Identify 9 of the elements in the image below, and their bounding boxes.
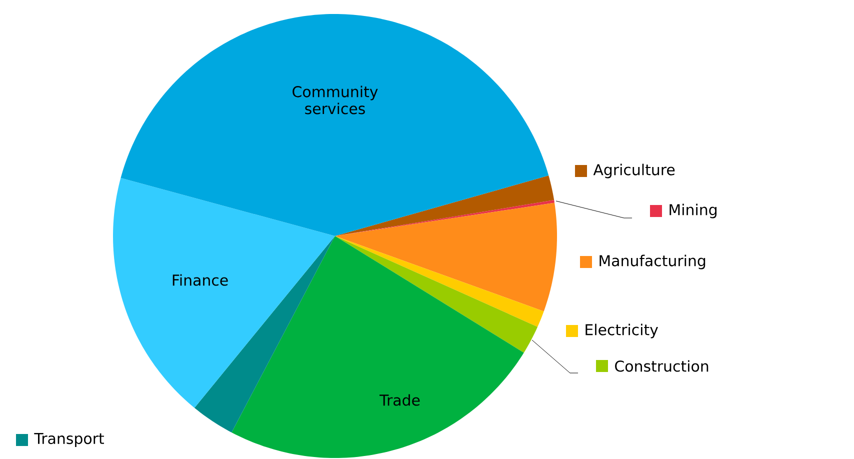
legend-label: Construction (615, 360, 708, 372)
slice-label: Trade (380, 394, 420, 406)
legend-label: Electricity (586, 324, 658, 338)
legend-label: Agriculture (593, 164, 675, 178)
slice-label: Community services (292, 86, 378, 114)
legend-label: Manufacturing (600, 254, 706, 270)
slice-label: Finance (172, 274, 228, 286)
legend-label: Transport (34, 433, 104, 447)
legend-label: Mining (670, 204, 716, 218)
